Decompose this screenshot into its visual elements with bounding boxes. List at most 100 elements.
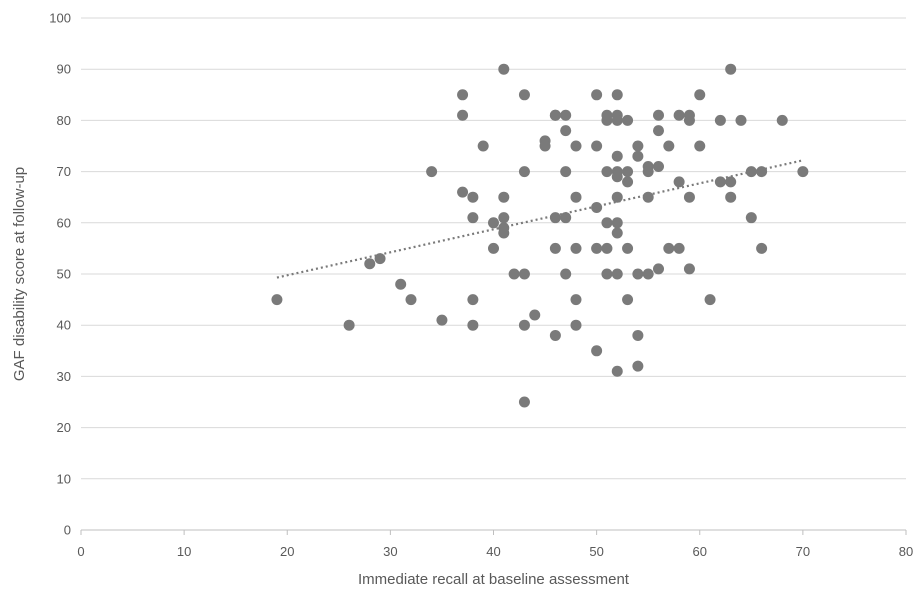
data-point: [549, 329, 561, 341]
data-point: [591, 242, 603, 254]
data-point: [611, 114, 623, 126]
data-point: [622, 294, 634, 306]
data-point: [632, 268, 644, 280]
data-point: [756, 242, 768, 254]
data-point: [653, 263, 664, 275]
data-point: [560, 212, 572, 224]
data-points: [271, 63, 809, 408]
data-point: [611, 89, 623, 101]
data-point: [570, 191, 582, 203]
data-point: [498, 227, 510, 239]
data-point: [611, 217, 623, 229]
y-tick-label: 40: [57, 318, 71, 333]
data-point: [601, 268, 613, 280]
y-axis-title: GAF disability score at follow-up: [11, 167, 28, 381]
data-point: [518, 89, 530, 101]
data-point: [570, 294, 582, 306]
data-point: [622, 242, 634, 254]
data-point: [549, 109, 561, 121]
axes: [80, 529, 907, 535]
data-point: [508, 268, 520, 280]
data-point: [642, 268, 654, 280]
x-tick-label: 10: [177, 544, 191, 559]
y-tick-label: 100: [49, 11, 71, 26]
data-point: [725, 63, 737, 75]
data-point: [663, 140, 675, 152]
data-point: [725, 191, 737, 203]
x-tick-label: 20: [280, 544, 294, 559]
y-tick-label: 30: [57, 369, 71, 384]
x-tick-label: 70: [796, 544, 810, 559]
x-tick-label: 0: [77, 544, 84, 559]
y-tick-label: 80: [57, 113, 71, 128]
data-point: [591, 89, 603, 101]
data-point: [611, 268, 623, 280]
data-point: [560, 166, 572, 178]
data-point: [745, 212, 757, 224]
data-point: [683, 191, 695, 203]
data-point: [601, 166, 613, 178]
data-point: [518, 319, 530, 331]
data-point: [467, 294, 479, 306]
data-point: [622, 176, 634, 188]
data-point: [570, 319, 582, 331]
data-point: [457, 109, 469, 121]
data-point: [611, 171, 623, 183]
data-point: [488, 242, 499, 254]
data-point: [560, 109, 572, 121]
data-point: [694, 89, 706, 101]
data-point: [683, 114, 695, 126]
data-point: [642, 191, 654, 203]
data-point: [488, 217, 499, 229]
y-tick-label: 70: [57, 164, 71, 179]
x-tick-label: 80: [899, 544, 913, 559]
data-point: [632, 360, 644, 372]
data-point: [477, 140, 489, 152]
data-point: [797, 166, 809, 178]
data-point: [653, 160, 664, 172]
data-point: [632, 140, 644, 152]
data-point: [632, 150, 644, 162]
data-point: [611, 227, 623, 239]
data-point: [498, 191, 510, 203]
data-point: [683, 263, 695, 275]
data-point: [549, 242, 561, 254]
data-point: [364, 258, 376, 270]
x-tick-label: 60: [693, 544, 707, 559]
data-point: [611, 365, 623, 377]
data-point: [467, 191, 479, 203]
data-point: [622, 166, 634, 178]
data-point: [601, 242, 613, 254]
data-point: [436, 314, 448, 326]
data-point: [653, 109, 664, 121]
data-point: [745, 166, 757, 178]
data-point: [704, 294, 716, 306]
data-point: [735, 114, 747, 126]
data-point: [426, 166, 438, 178]
data-point: [498, 212, 510, 224]
data-point: [653, 125, 664, 137]
data-point: [663, 242, 675, 254]
y-tick-label: 90: [57, 62, 71, 77]
data-point: [642, 166, 654, 178]
data-point: [570, 140, 582, 152]
data-point: [467, 212, 479, 224]
data-point: [591, 140, 603, 152]
data-point: [529, 309, 541, 321]
data-point: [673, 176, 685, 188]
data-point: [622, 114, 634, 126]
data-point: [518, 166, 530, 178]
data-point: [673, 242, 685, 254]
data-point: [457, 186, 469, 198]
x-tick-label: 30: [383, 544, 397, 559]
data-point: [776, 114, 788, 126]
data-point: [549, 212, 561, 224]
data-point: [374, 253, 386, 265]
data-point: [725, 176, 737, 188]
data-point: [694, 140, 706, 152]
data-point: [560, 268, 572, 280]
data-point: [498, 63, 510, 75]
data-point: [395, 278, 407, 290]
data-point: [714, 114, 726, 126]
